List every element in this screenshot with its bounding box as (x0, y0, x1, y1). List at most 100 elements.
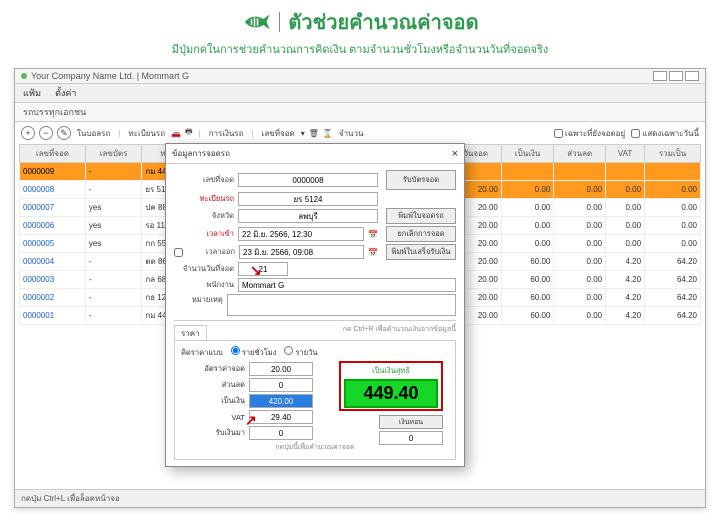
cell: 0000009 (20, 163, 86, 181)
lab-prov: จังหวัด (174, 210, 234, 222)
menu-file[interactable]: แฟ้ม (23, 86, 41, 100)
hero-subtitle: มีปุ่มกดในการช่วยคำนวณการคิดเงิน ตามจำนว… (0, 40, 720, 58)
clab-disc: ส่วนลด (181, 379, 245, 391)
in-ticket[interactable] (238, 173, 378, 187)
cell: 0.00 (554, 307, 606, 325)
cin-vat[interactable] (249, 410, 313, 424)
radio-hourly[interactable]: รายชั่วโมง (231, 346, 277, 359)
clab-vat: VAT (181, 413, 245, 422)
tl5: จำนวน (339, 127, 364, 140)
add-button[interactable]: + (21, 126, 35, 140)
max-button[interactable] (669, 71, 683, 81)
cell: 0.00 (554, 235, 606, 253)
cell: 60.00 (501, 307, 553, 325)
col-header[interactable]: เลขบัตร (85, 145, 141, 163)
col-header[interactable]: เป็นเงิน (501, 145, 553, 163)
cell: 0.00 (554, 181, 606, 199)
lab-staff: พนักงาน (174, 279, 234, 291)
cell: - (85, 253, 141, 271)
in-timeout[interactable] (239, 245, 364, 259)
lab-pricing: คิดราคาแบบ (181, 347, 223, 359)
edit-button[interactable]: ✎ (57, 126, 71, 140)
cell: 64.20 (645, 289, 701, 307)
close-button[interactable] (685, 71, 699, 81)
result-value: 449.40 (344, 379, 438, 408)
tab-price[interactable]: ราคา (174, 325, 207, 341)
clab-recv: รับเงินมา (181, 427, 245, 439)
in-timein[interactable] (238, 227, 364, 241)
cell: 60.00 (501, 253, 553, 271)
lab-plate: ทะเบียนรถ (174, 193, 234, 205)
chk-parked-only[interactable]: เฉพาะที่ยังจอดอยู่ (554, 127, 625, 140)
cell (554, 163, 606, 181)
lab-note: หมายเหตุ (174, 294, 223, 306)
hourglass-icon[interactable]: ⌛ (323, 129, 333, 138)
cell: 0000004 (20, 253, 86, 271)
cell: 0.00 (501, 235, 553, 253)
cell: 0.00 (554, 271, 606, 289)
btn-cancel-park[interactable]: ยกเลิกการจอด (386, 226, 456, 242)
btn-change[interactable]: เงินทอน (379, 415, 443, 429)
cin-recv[interactable] (249, 426, 313, 440)
cell: 4.20 (606, 289, 645, 307)
in-note[interactable] (227, 294, 456, 316)
tl3: การเงินรถ (209, 127, 244, 140)
cell: 64.20 (645, 307, 701, 325)
print-icon[interactable]: 🖶 (185, 126, 193, 140)
col-header[interactable]: รวมเป็น (645, 145, 701, 163)
cal1-icon[interactable]: 📅 (368, 230, 378, 239)
in-staff[interactable] (238, 278, 456, 292)
cell (645, 163, 701, 181)
cin-disc[interactable] (249, 378, 313, 392)
min-button[interactable] (653, 71, 667, 81)
cell: 0.00 (606, 199, 645, 217)
tl2: ทะเบียนรถ (128, 127, 165, 140)
cin-rate[interactable] (249, 362, 313, 376)
in-plate[interactable] (238, 192, 378, 206)
col-header[interactable]: เลขที่จอด (20, 145, 86, 163)
remove-button[interactable]: − (39, 126, 53, 140)
clab-rate: อัตราค่าจอด (181, 363, 245, 375)
cell: 0.00 (501, 217, 553, 235)
result-label: เป็นเงินสุทธิ (372, 365, 410, 377)
cell: 0.00 (606, 217, 645, 235)
window-controls (653, 71, 699, 81)
cin-change[interactable] (379, 431, 443, 445)
subtab[interactable]: รถบรรทุกเอกชน (15, 103, 705, 122)
cell (501, 163, 553, 181)
fish-logo-icon (241, 11, 271, 33)
in-prov[interactable] (238, 209, 378, 223)
menubar: แฟ้ม ตั้งค่า (15, 84, 705, 103)
car-icon: 🚗 (171, 129, 181, 138)
filter-icon[interactable]: ▾ (301, 129, 305, 138)
recycle-icon[interactable]: 🗑 (309, 129, 319, 138)
cell: 64.20 (645, 253, 701, 271)
cell: yes (85, 199, 141, 217)
col-header[interactable]: ส่วนลด (554, 145, 606, 163)
in-days[interactable] (238, 262, 288, 276)
cell: 4.20 (606, 307, 645, 325)
btn-print-receipt[interactable]: พิมพ์ใบเสร็จรับเงิน (386, 244, 456, 260)
cell: - (85, 307, 141, 325)
btn-print-ticket[interactable]: พิมพ์ใบจอดรถ (386, 208, 456, 224)
cin-amt[interactable] (249, 394, 313, 408)
status-dot-icon (21, 73, 27, 79)
cell: 0.00 (501, 199, 553, 217)
chk-timeout[interactable] (174, 248, 183, 257)
cell: 0.00 (606, 181, 645, 199)
cell: 0.00 (554, 289, 606, 307)
statusbar: กดปุ่ม Ctrl+L เพื่อล็อคหน้าจอ (15, 489, 705, 507)
cal2-icon[interactable]: 📅 (368, 248, 378, 257)
btn-receive-card[interactable]: รับบัตรจอด (386, 170, 456, 190)
chk-today-only[interactable]: แสดงเฉพาะวันนี้ (631, 127, 699, 140)
col-header[interactable]: VAT (606, 145, 645, 163)
cell: 0000003 (20, 271, 86, 289)
modal-title: ข้อมูลการจอดรถ (172, 147, 230, 160)
radio-daily[interactable]: รายวัน (284, 346, 317, 359)
cell: - (85, 181, 141, 199)
menu-settings[interactable]: ตั้งค่า (55, 86, 76, 100)
cell: yes (85, 235, 141, 253)
lab-days: จำนวนวันที่จอด (174, 263, 234, 275)
result-box: เป็นเงินสุทธิ 449.40 (339, 361, 443, 411)
modal-close-icon[interactable]: × (452, 148, 458, 160)
